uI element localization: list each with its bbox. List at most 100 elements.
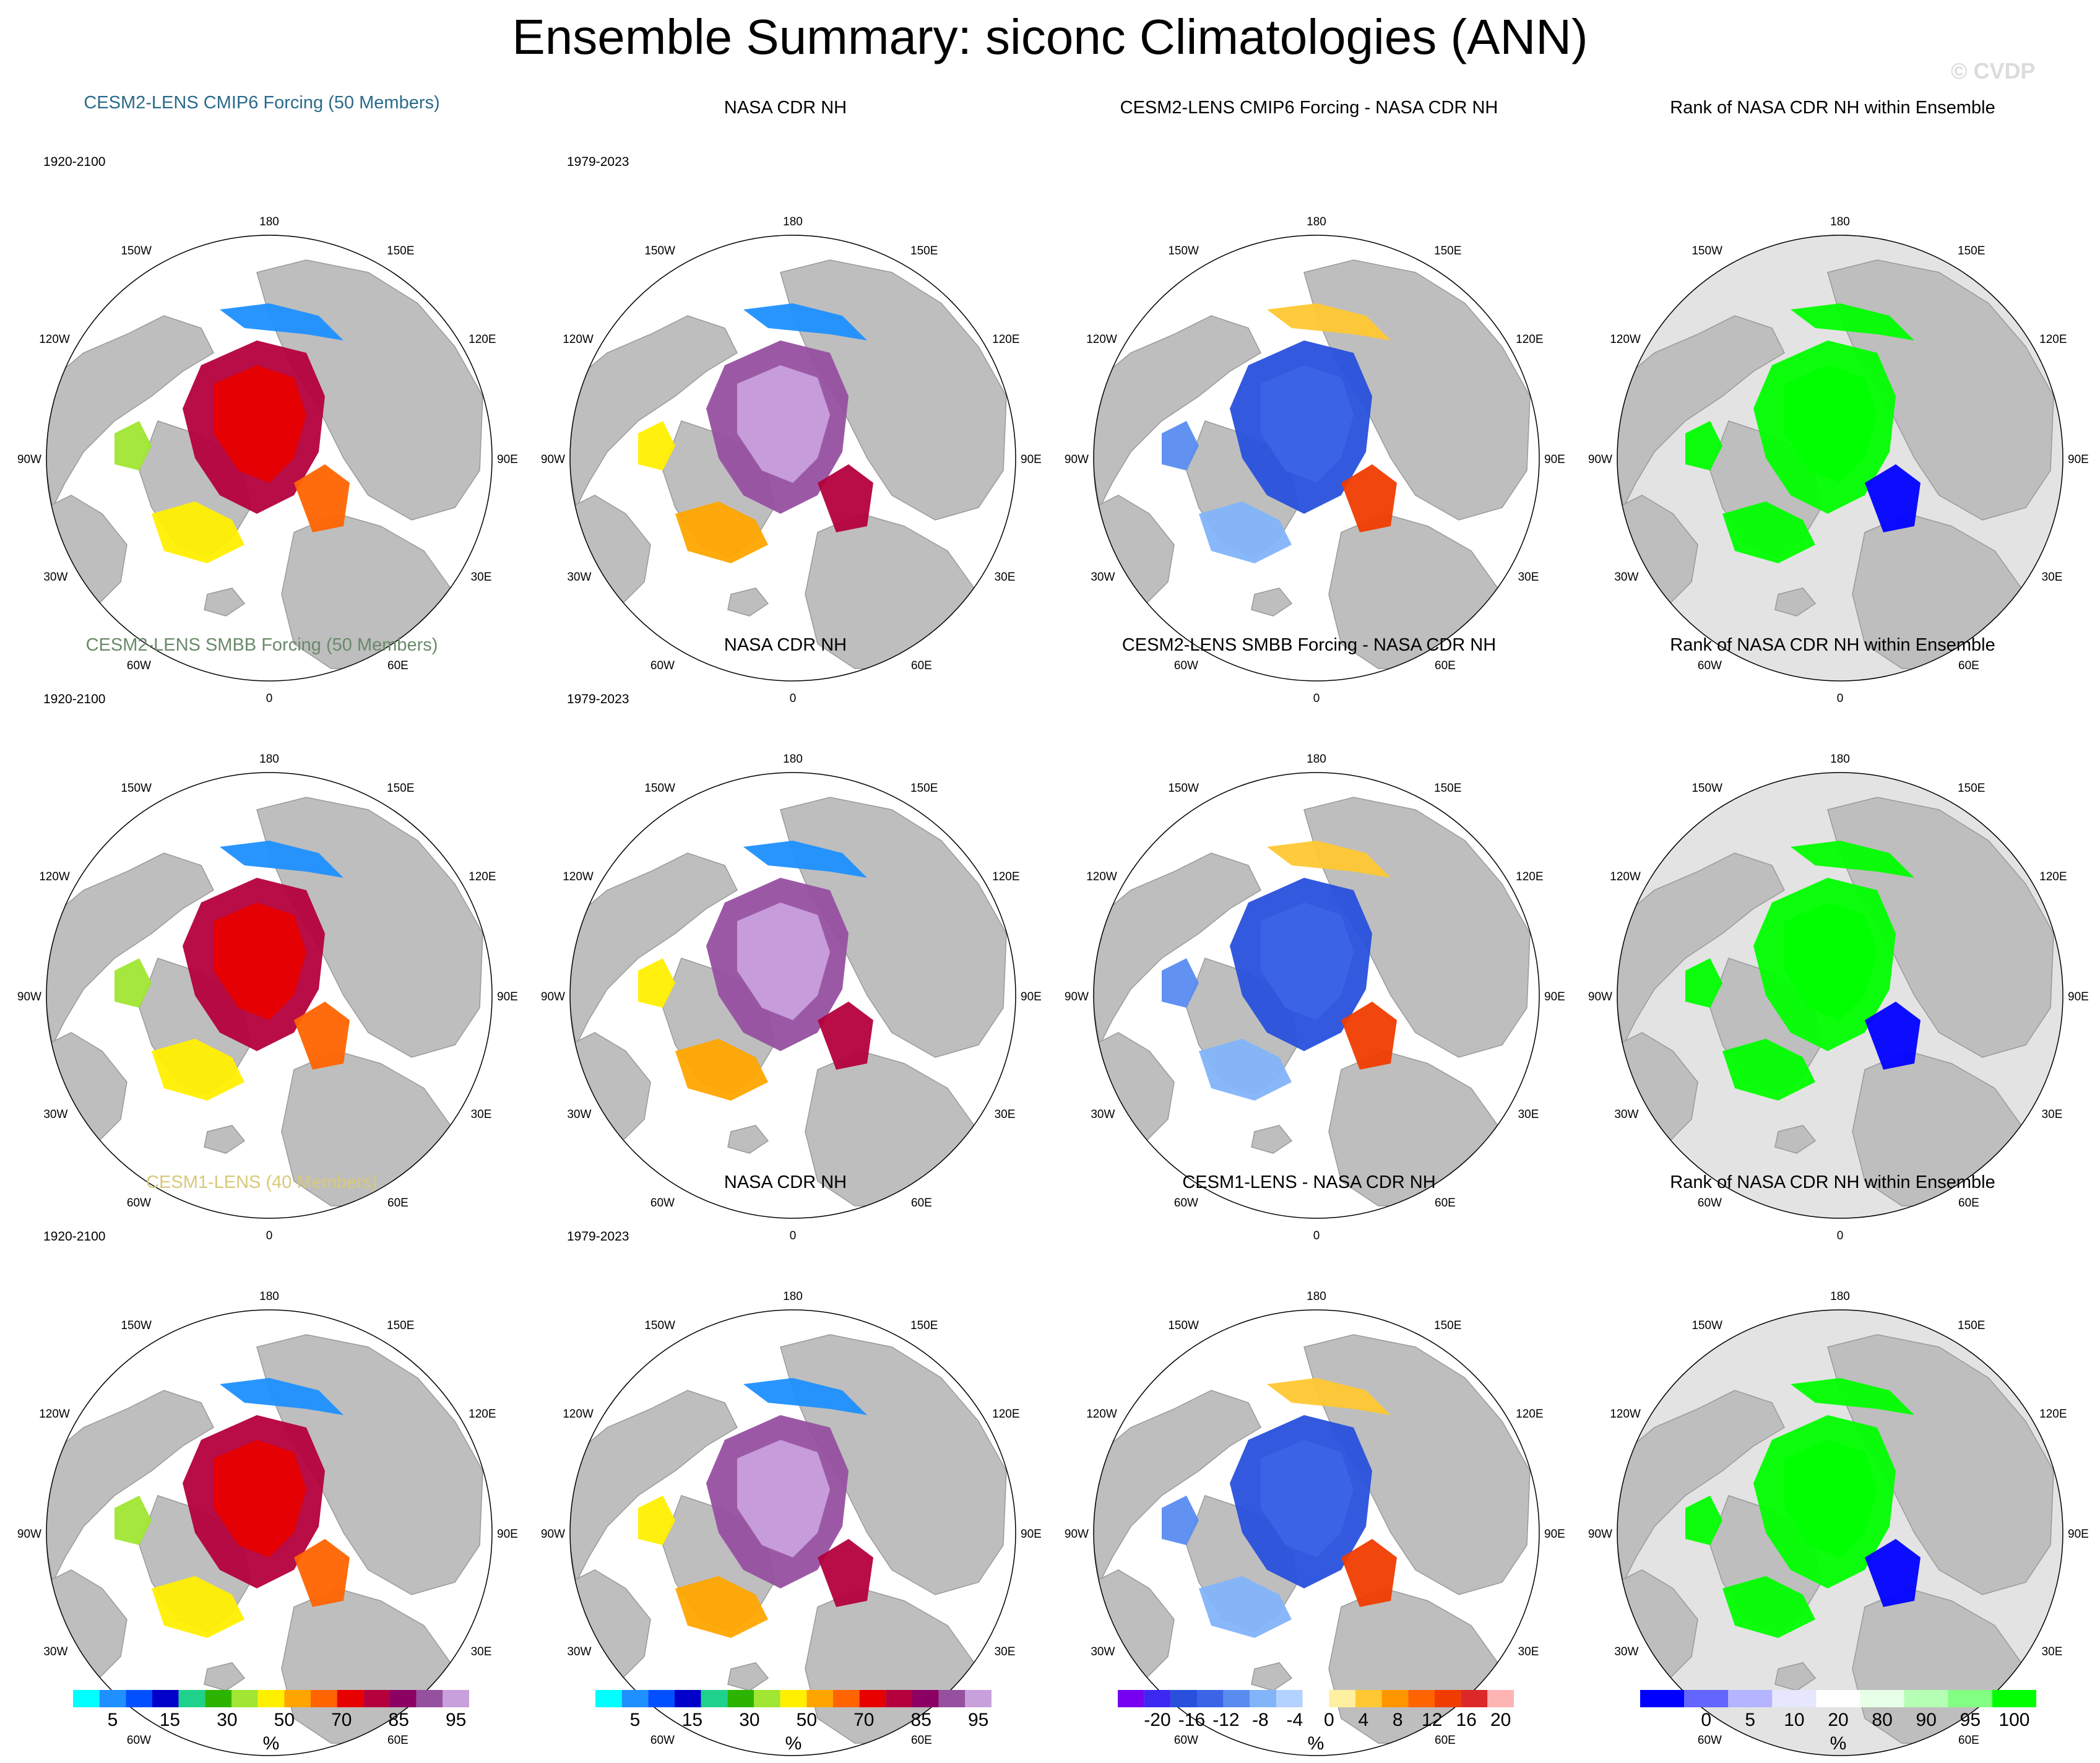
colorbar-units: % [1308,1733,1324,1754]
colorbar-rank: 0 5 10 20 80 90 95 100% [1640,1690,2036,1758]
longitude-label: 90W [17,1528,41,1541]
colorbar-tick-label: -12 [1212,1710,1239,1730]
ice-region [220,303,344,340]
colorbar-swatch [1640,1690,1685,1707]
ice-region [1865,1539,1921,1607]
ice-region [818,1539,873,1607]
colorbar-swatch [1408,1690,1435,1707]
longitude-label: 120E [469,1408,496,1421]
period-label: 1979-2023 [567,1229,629,1244]
longitude-label: 30W [43,571,67,584]
colorbar-tick-label: 50 [274,1710,295,1730]
longitude-label: 30E [471,1645,492,1658]
longitude-label: 30W [43,1645,67,1658]
longitude-label: 180 [783,753,803,766]
land [727,1125,769,1154]
map-panel-obs: NASA CDR NH 1979-2023 180 0 90W 90E 150W 120W 15… [524,87,1047,705]
longitude-label: 30E [471,571,492,584]
panel-title: CESM1-LENS - NASA CDR NH [1182,1172,1436,1192]
colorbar-concentration-obs: 5 15 30 50 70 85 95% [595,1690,992,1758]
panel-title: Rank of NASA CDR NH within Ensemble [1670,98,1995,118]
ice-region [675,1039,768,1101]
longitude-label: 60E [911,659,932,672]
longitude-label: 30E [2042,1108,2063,1121]
longitude-label: 60E [387,659,408,672]
longitude-label: 0 [1313,1229,1320,1242]
longitude-label: 150W [1692,1319,1722,1332]
period-label: 1920-2100 [43,1229,106,1244]
longitude-label: 120W [1610,333,1641,346]
ice-region [294,1539,350,1607]
longitude-label: 120W [1086,1408,1117,1421]
map-border [569,235,1016,682]
ice-region [115,1496,152,1545]
page-title: Ensemble Summary: siconc Climatologies (… [512,9,1588,64]
colorbar-swatch [1276,1690,1303,1707]
ice-region [1791,841,1914,878]
longitude-label: 60W [1698,659,1722,672]
colorbar-swatch [416,1690,443,1707]
map-border [46,235,493,682]
period-label: 1979-2023 [567,155,629,169]
colorbar-tick-label: -20 [1144,1710,1170,1730]
polar-map: 180 0 90W 90E 150W 120W 150E 120E 30W 60W 30E 60E [1588,753,2089,1242]
colorbar-tick-label: 5 [630,1710,641,1730]
colorbar-tick-label: 15 [682,1710,702,1730]
colorbar-tick-label: -16 [1178,1710,1205,1730]
longitude-label: 30W [567,571,591,584]
longitude-label: 0 [266,692,273,705]
colorbar-swatch [1223,1690,1250,1707]
map-panel-obs: NASA CDR NH 1979-2023 180 0 90W 90E 150W 120W 15… [524,1161,1047,1756]
longitude-label: 30E [995,1645,1016,1658]
longitude-label: 150W [121,1319,152,1332]
land [204,1662,246,1691]
longitude-label: 30W [1091,1108,1115,1121]
ice-region [152,501,244,563]
colorbar-swatch [965,1690,992,1707]
ice-region [1162,421,1199,470]
panel-title: Rank of NASA CDR NH within Ensemble [1670,1172,1995,1192]
longitude-label: 150E [1958,782,1985,795]
panel-title: CESM1-LENS (40 Members) [146,1172,378,1192]
colorbar-swatch [1860,1690,1904,1707]
ice-region [737,1440,830,1557]
map-panel-model: CESM2-LENS SMBB Forcing (50 Members) 1920… [0,624,524,1242]
longitude-label: 180 [259,1290,279,1303]
map-border [1093,772,1540,1219]
longitude-label: 60E [1958,1197,1979,1210]
longitude-label: 120E [992,1408,1019,1421]
panel-title: CESM2-LENS CMIP6 Forcing (50 Members) [84,93,440,113]
longitude-label: 180 [1830,215,1850,228]
ice-region [1685,1496,1722,1545]
polar-map: 180 0 90W 90E 150W 120W 150E 120E 30W 60W 30E 60E [1065,215,1565,705]
ice-region [1267,303,1391,340]
colorbar-swatch [178,1690,205,1707]
colorbar-tick-label: 85 [911,1710,931,1730]
colorbar-swatch [443,1690,469,1707]
ice-region [675,1576,768,1638]
longitude-label: 150W [1168,782,1199,795]
longitude-label: 30E [471,1108,492,1121]
colorbar-swatch [73,1690,100,1707]
colorbar-swatch [806,1690,833,1707]
ice-region [638,958,675,1008]
ice-region [1791,303,1914,340]
ice-region [1341,1539,1397,1607]
ice-region [1784,1440,1877,1557]
land [204,1125,246,1154]
ice-region [743,303,867,340]
longitude-label: 120E [2039,870,2067,883]
longitude-label: 120W [1610,870,1641,883]
map-border [46,772,493,1219]
longitude-label: 30W [1614,571,1638,584]
ice-region [214,365,306,483]
colorbar-tick-label: 12 [1422,1710,1442,1730]
longitude-label: 120E [992,870,1019,883]
land [727,587,769,617]
longitude-label: 30E [1518,1645,1539,1658]
colorbar-swatch [621,1690,649,1707]
longitude-label: 90E [1021,1528,1042,1541]
longitude-label: 120E [1516,333,1543,346]
colorbar-swatch [859,1690,886,1707]
colorbar-swatch [595,1690,622,1707]
